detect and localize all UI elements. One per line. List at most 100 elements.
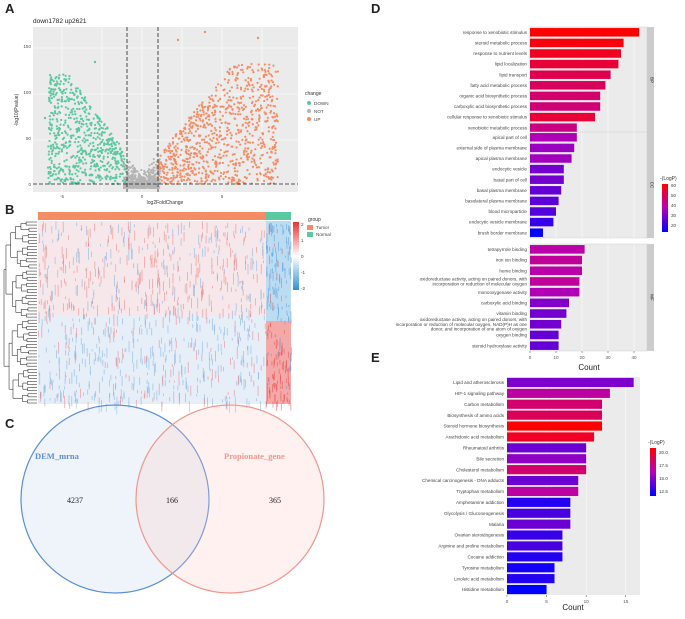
volcano-point-up [189, 152, 193, 155]
heat-cell [247, 334, 249, 341]
volcano-point-down [80, 101, 83, 104]
heat-cell [147, 243, 149, 250]
heat-cell [106, 251, 107, 261]
volcano-point-up [258, 116, 261, 119]
heat-cell [241, 311, 243, 323]
kegg-bar [507, 443, 587, 453]
volcano-point-up [227, 164, 230, 167]
volcano-point-down [73, 166, 76, 169]
volcano-point-down [67, 126, 70, 129]
volcano-point-up [245, 115, 248, 119]
volcano-point-up [271, 81, 275, 84]
heat-cell [290, 403, 292, 411]
heat-cell [116, 288, 117, 299]
volcano-point-up [214, 117, 217, 120]
heat-cell [197, 297, 199, 309]
heat-cell [233, 360, 235, 370]
volcano-point-down [108, 133, 111, 136]
heat-cell [232, 357, 233, 360]
volcano-point-down [90, 121, 93, 124]
heat-cell [88, 318, 90, 325]
tumor-legend-swatch [307, 225, 313, 230]
volcano-point-up [213, 155, 217, 158]
volcano-point-up [225, 154, 228, 157]
volcano-point-up [239, 96, 242, 99]
go-bar [530, 341, 559, 350]
heat-cell [211, 309, 212, 313]
volcano-point-up [171, 142, 175, 145]
volcano-point-up [270, 168, 273, 171]
volcano-point-down [96, 143, 100, 147]
heat-cell [170, 310, 171, 315]
heat-cell [55, 373, 57, 376]
heat-cell [202, 309, 204, 318]
volcano-point-up [206, 179, 209, 182]
heat-cell [42, 256, 44, 263]
volcano-point-up [222, 138, 225, 141]
heat-cell [246, 316, 248, 319]
heat-cell [94, 393, 95, 401]
heat-cell [113, 314, 115, 327]
volcano-point-up [182, 164, 185, 167]
heat-cell [138, 285, 139, 295]
heat-cell [164, 343, 166, 353]
heat-cell [277, 352, 279, 360]
heat-cell [189, 281, 191, 288]
volcano-point-up [167, 146, 171, 150]
volcano-point-down [73, 117, 76, 120]
heat-cell [149, 279, 150, 289]
heat-cell [272, 287, 274, 295]
heat-cell [141, 328, 143, 335]
go-facet-label: BP [650, 77, 655, 83]
heat-cell [252, 248, 253, 257]
heat-cell [256, 260, 258, 272]
heat-cell [108, 235, 110, 243]
volcano-point-up [225, 101, 228, 104]
dendrogram-branch [28, 264, 32, 269]
heat-cell [173, 306, 174, 316]
heat-cell [271, 361, 273, 366]
heat-cell [159, 282, 161, 295]
volcano-point-not [148, 186, 151, 190]
go-term-label: xenobiotic metabolic process [468, 125, 528, 130]
volcano-point-up [274, 141, 278, 144]
heat-cell [66, 303, 68, 311]
heat-cell [57, 284, 59, 297]
heat-cell [230, 357, 231, 365]
heat-cell [157, 252, 159, 257]
heat-cell [198, 254, 200, 264]
volcano-point-up [180, 178, 183, 181]
volcano-point-down [119, 155, 123, 158]
dendrogram-branch [3, 269, 10, 367]
volcano-point-up [186, 157, 189, 161]
heat-cell [84, 314, 86, 320]
heat-cell [238, 374, 240, 385]
heat-cell [263, 230, 265, 238]
volcano-point-up [174, 145, 177, 148]
volcano-point-down [83, 97, 86, 100]
volcano-point-down [85, 108, 88, 111]
heat-cell [183, 337, 185, 342]
heat-cell [274, 357, 275, 365]
heat-cell [124, 300, 125, 310]
volcano-point-up [258, 108, 261, 112]
volcano-point-not [148, 164, 151, 167]
heat-cell [173, 263, 175, 271]
volcano-point-up [272, 131, 275, 134]
volcano-point-down [101, 160, 104, 164]
heat-cell [236, 348, 238, 359]
normal-legend-label: Normal [316, 232, 331, 237]
heat-cell [156, 300, 158, 312]
volcano-point-down [60, 118, 63, 122]
heat-cell [194, 285, 195, 297]
volcano-point-down [57, 77, 61, 80]
heat-cell [219, 326, 220, 330]
heat-cell [158, 340, 160, 349]
heat-cell [71, 396, 73, 407]
volcano-point-down [56, 106, 59, 110]
heat-cell [157, 273, 159, 283]
heat-cell [211, 257, 213, 268]
volcano-point-up [214, 179, 217, 182]
volcano-point-down [62, 170, 65, 173]
volcano-point-down [52, 90, 55, 93]
